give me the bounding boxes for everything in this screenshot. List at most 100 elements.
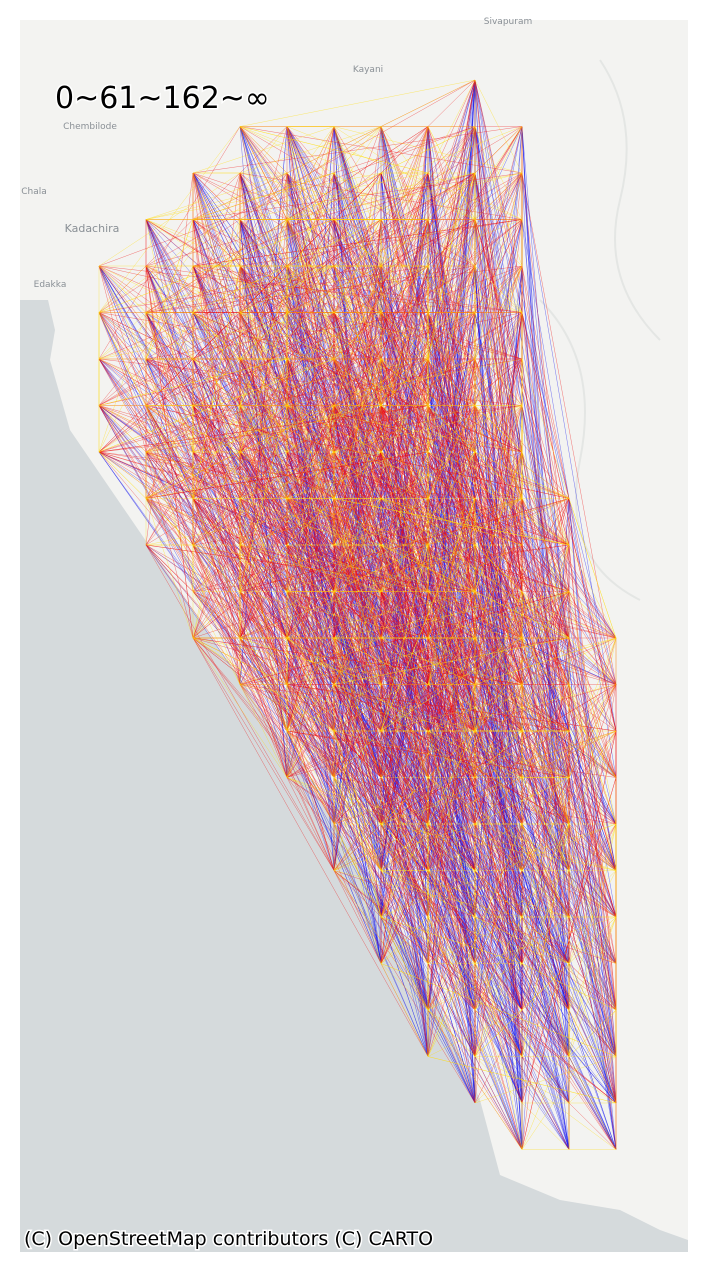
- flow-line: [286, 498, 523, 592]
- flow-line: [380, 451, 429, 592]
- flow-line: [474, 591, 570, 825]
- flow-line: [427, 126, 476, 220]
- flow-line: [333, 172, 429, 406]
- flow-line: [192, 544, 241, 639]
- flow-line: [145, 219, 194, 453]
- title: 0~61~162~∞: [55, 81, 270, 116]
- place-label: Edakka: [34, 280, 67, 290]
- flow-line: [98, 219, 288, 360]
- flow-line: [474, 79, 523, 174]
- flow-line: [98, 451, 147, 499]
- flow-line: [333, 358, 429, 592]
- flow-line: [286, 358, 382, 592]
- flow-line: [333, 777, 382, 871]
- flow-line: [145, 405, 288, 453]
- flow-line: [521, 172, 570, 592]
- flow-line: [145, 451, 288, 499]
- flow-lines: [98, 79, 617, 1150]
- flow-line: [98, 312, 147, 453]
- flow-line: [286, 684, 335, 778]
- flow-line: [333, 544, 382, 778]
- flow-line: [427, 730, 476, 918]
- flow-line: [474, 916, 523, 1057]
- flow-line: [380, 823, 429, 964]
- flow-line: [145, 405, 194, 592]
- flow-line: [239, 312, 382, 453]
- flow-line: [286, 637, 382, 685]
- flow-line: [239, 358, 288, 499]
- flow-line: [521, 870, 617, 1011]
- flow-line: [474, 451, 617, 918]
- flow-line: [286, 591, 476, 639]
- flow-line: [333, 405, 382, 592]
- flow-line: [333, 637, 476, 732]
- flow-line: [192, 637, 429, 1057]
- flow-line: [521, 963, 617, 1011]
- flow-line: [380, 126, 523, 313]
- flow-line: [521, 730, 617, 871]
- flow-line: [427, 963, 476, 1011]
- flow-line: [474, 637, 523, 685]
- flow-line: [333, 498, 382, 685]
- flow-line: [380, 312, 523, 406]
- flow-line: [286, 637, 335, 732]
- flow-line: [98, 172, 288, 313]
- flow-line: [192, 451, 382, 592]
- flow-line: [427, 1009, 476, 1057]
- flow-line: [427, 684, 476, 871]
- flow-line: [474, 219, 523, 267]
- flow-line: [380, 963, 617, 1057]
- flow-line: [145, 172, 288, 220]
- flow-line: [380, 870, 570, 918]
- flow-line: [380, 451, 476, 592]
- flow-line: [286, 312, 476, 360]
- flow-line: [333, 498, 570, 546]
- flow-line: [427, 265, 523, 499]
- flow-line: [380, 172, 476, 406]
- flow-line: [239, 265, 429, 406]
- flow-line: [427, 730, 570, 778]
- flow-line: [568, 1009, 617, 1057]
- place-label: Chala: [21, 187, 47, 197]
- flow-line: [474, 1056, 523, 1104]
- flow-line: [474, 823, 523, 871]
- flow-line: [427, 498, 570, 546]
- flow-line: [380, 916, 429, 964]
- flow-line: [239, 498, 429, 592]
- flow-line: [286, 451, 429, 499]
- flow-line: [333, 637, 382, 778]
- flow-line: [145, 265, 194, 360]
- flow-line: [521, 358, 570, 499]
- place-label: Sivapuram: [484, 17, 532, 27]
- flow-line: [239, 544, 288, 732]
- flow-line: [333, 684, 429, 825]
- flow-line: [192, 637, 288, 778]
- flow-line: [286, 637, 476, 778]
- flow-line: [239, 172, 288, 267]
- flow-line: [98, 312, 147, 360]
- flow-line: [380, 79, 476, 127]
- flow-line: [286, 126, 382, 360]
- flow-line: [333, 777, 476, 871]
- flow-line: [239, 126, 476, 220]
- flow-line: [333, 498, 382, 592]
- flow-line: [474, 544, 570, 732]
- flow-line: [380, 777, 429, 825]
- flow-line: [192, 172, 335, 220]
- flow-line: [521, 172, 617, 685]
- flow-line: [286, 265, 335, 313]
- flow-line: [521, 1009, 617, 1150]
- flow-line: [427, 405, 570, 592]
- flow-line: [568, 870, 617, 1057]
- flow-line: [239, 126, 382, 174]
- flow-line: [427, 405, 476, 499]
- flow-line: [568, 916, 617, 1057]
- flow-line: [474, 126, 523, 174]
- flow-line: [380, 358, 429, 406]
- flow-line: [380, 544, 617, 639]
- flow-line: [98, 358, 241, 453]
- flow-line: [474, 265, 523, 406]
- flow-line: [568, 591, 617, 639]
- flow-line: [286, 126, 335, 313]
